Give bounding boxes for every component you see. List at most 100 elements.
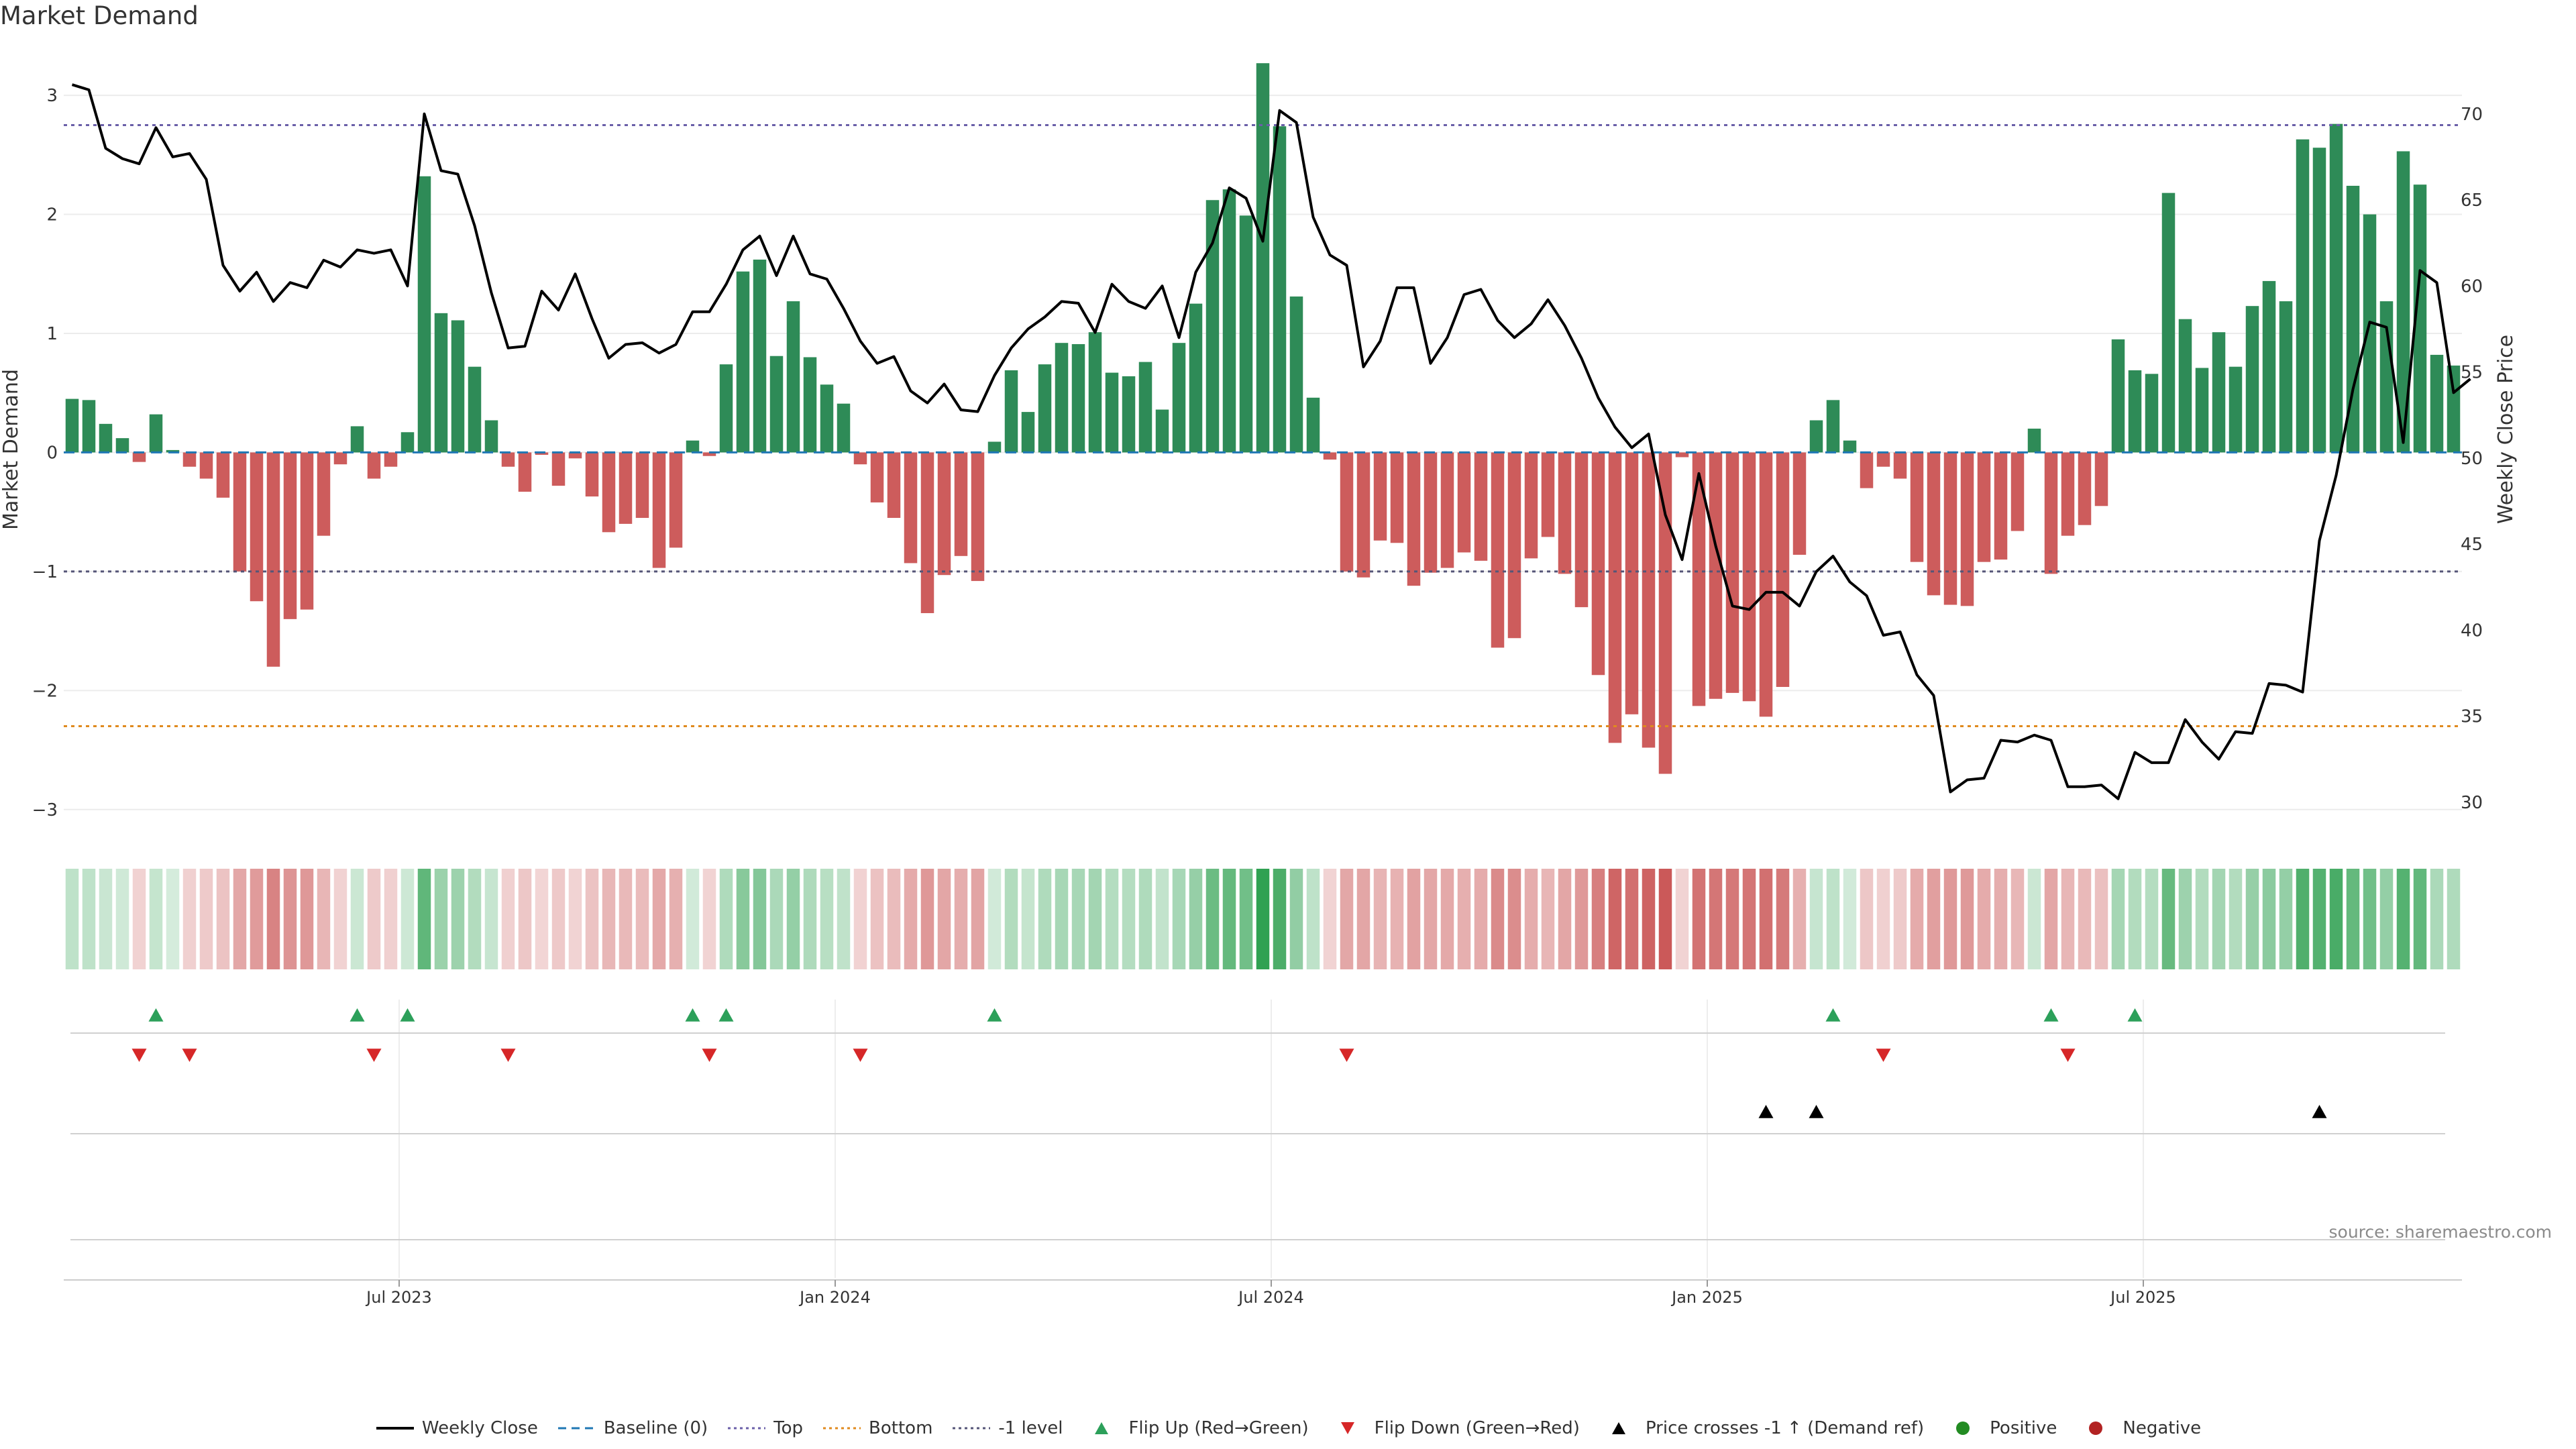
demand-bar <box>1675 452 1689 458</box>
legend-symbol <box>1611 1422 1625 1434</box>
demand-bar <box>132 452 146 462</box>
demand-heat-cell <box>2044 869 2058 969</box>
demand-heat-cell <box>2329 869 2343 969</box>
demand-heat-cell <box>1675 869 1689 969</box>
legend-label: Negative <box>2123 1418 2202 1438</box>
demand-heat-cell <box>2312 869 2326 969</box>
demand-bar <box>2044 452 2058 574</box>
demand-heat-cell <box>736 869 750 969</box>
demand-heat-cell <box>887 869 901 969</box>
demand-bar <box>1876 452 1890 467</box>
legend-symbol <box>1956 1421 1970 1435</box>
y2-axis-label: Weekly Close Price <box>2494 335 2518 524</box>
demand-heat-cell <box>1222 869 1236 969</box>
demand-heat-cell <box>1524 869 1538 969</box>
demand-bar <box>1910 452 1924 562</box>
demand-heat-cell <box>2178 869 2192 969</box>
demand-bar <box>1826 400 1840 453</box>
demand-bar <box>2145 374 2159 453</box>
demand-heat-cell <box>216 869 230 969</box>
demand-heat-cell <box>652 869 666 969</box>
demand-bar <box>853 452 867 465</box>
x-tick-label: Jul 2023 <box>365 1288 432 1307</box>
demand-bar <box>149 414 163 453</box>
legend-label: Weekly Close <box>421 1418 538 1438</box>
legend-item: Negative <box>2076 1418 2201 1438</box>
demand-heat-cell <box>417 869 431 969</box>
legend-label: Flip Up (Red→Green) <box>1128 1418 1309 1438</box>
demand-heat-cell <box>2027 869 2041 969</box>
demand-bar <box>1038 364 1052 453</box>
demand-bar <box>1742 452 1756 702</box>
demand-bar <box>954 452 968 556</box>
demand-heat-cell <box>1709 869 1723 969</box>
demand-bar <box>2363 214 2377 453</box>
demand-bar <box>837 403 851 453</box>
y2-tick-label: 50 <box>2461 449 2483 469</box>
demand-bar <box>1960 452 1974 606</box>
flip-up-marker <box>1825 1008 1841 1022</box>
demand-heat-cell <box>1541 869 1555 969</box>
demand-heat-cell <box>1558 869 1572 969</box>
demand-bar <box>1222 189 1236 453</box>
demand-bar <box>619 452 633 524</box>
demand-bar <box>1205 200 1220 453</box>
demand-bar <box>1004 370 1018 453</box>
demand-heat-cell <box>266 869 280 969</box>
demand-heat-cell <box>1943 869 1957 969</box>
flip-down-marker <box>1876 1049 1891 1062</box>
demand-heat-cell <box>283 869 297 969</box>
demand-bar <box>2279 301 2293 453</box>
demand-bar <box>484 420 498 453</box>
flip-down-marker <box>2060 1049 2076 1062</box>
demand-bar <box>1340 452 1354 572</box>
demand-bar <box>1306 397 1320 453</box>
demand-bar <box>1491 452 1505 648</box>
demand-bar <box>1591 452 1605 676</box>
demand-heat-cell <box>954 869 968 969</box>
demand-heat-cell <box>702 869 716 969</box>
demand-bar <box>1642 452 1656 748</box>
demand-bar <box>1055 343 1069 453</box>
demand-heat-cell <box>1189 869 1203 969</box>
demand-heat-cell <box>2262 869 2276 969</box>
demand-bar <box>2212 332 2226 453</box>
demand-heat-cell <box>300 869 314 969</box>
demand-heat-cell <box>317 869 331 969</box>
demand-bar <box>1558 452 1572 574</box>
demand-bar <box>250 452 264 602</box>
demand-heat-cell <box>2363 869 2377 969</box>
price-cross-marker <box>2312 1105 2327 1118</box>
demand-bar <box>1943 452 1957 605</box>
demand-bar <box>1658 452 1672 774</box>
demand-heat-cell <box>1491 869 1505 969</box>
demand-heat-cell <box>1306 869 1320 969</box>
demand-bar <box>2128 370 2142 453</box>
demand-bar <box>99 423 113 453</box>
demand-heat-cell <box>1273 869 1287 969</box>
demand-bar <box>1071 343 1085 453</box>
demand-heat-cell <box>1323 869 1337 969</box>
demand-heat-cell <box>1994 869 2008 969</box>
demand-bar <box>2430 354 2444 453</box>
demand-bar <box>1541 452 1555 537</box>
demand-bar <box>199 452 213 479</box>
demand-bar <box>1474 452 1488 561</box>
demand-bar <box>2161 193 2176 453</box>
demand-bar <box>971 452 985 582</box>
demand-heat-cell <box>2229 869 2243 969</box>
demand-bar <box>2296 139 2310 453</box>
demand-bar <box>434 313 448 453</box>
demand-bar <box>2413 184 2427 453</box>
demand-heat-cell <box>1457 869 1471 969</box>
demand-bar <box>333 452 347 465</box>
demand-heat-cell <box>2447 869 2461 969</box>
demand-heat-cell <box>1893 869 1907 969</box>
y2-tick-label: 60 <box>2461 276 2483 297</box>
demand-heat-cell <box>1960 869 1974 969</box>
demand-heat-cell <box>400 869 415 969</box>
demand-heat-cell <box>1876 869 1890 969</box>
demand-bar <box>719 364 733 453</box>
x-tick-label: Jul 2024 <box>1237 1288 1304 1307</box>
legend: Weekly Close Baseline (0) Top Bottom -1 leve… <box>0 1418 2576 1438</box>
